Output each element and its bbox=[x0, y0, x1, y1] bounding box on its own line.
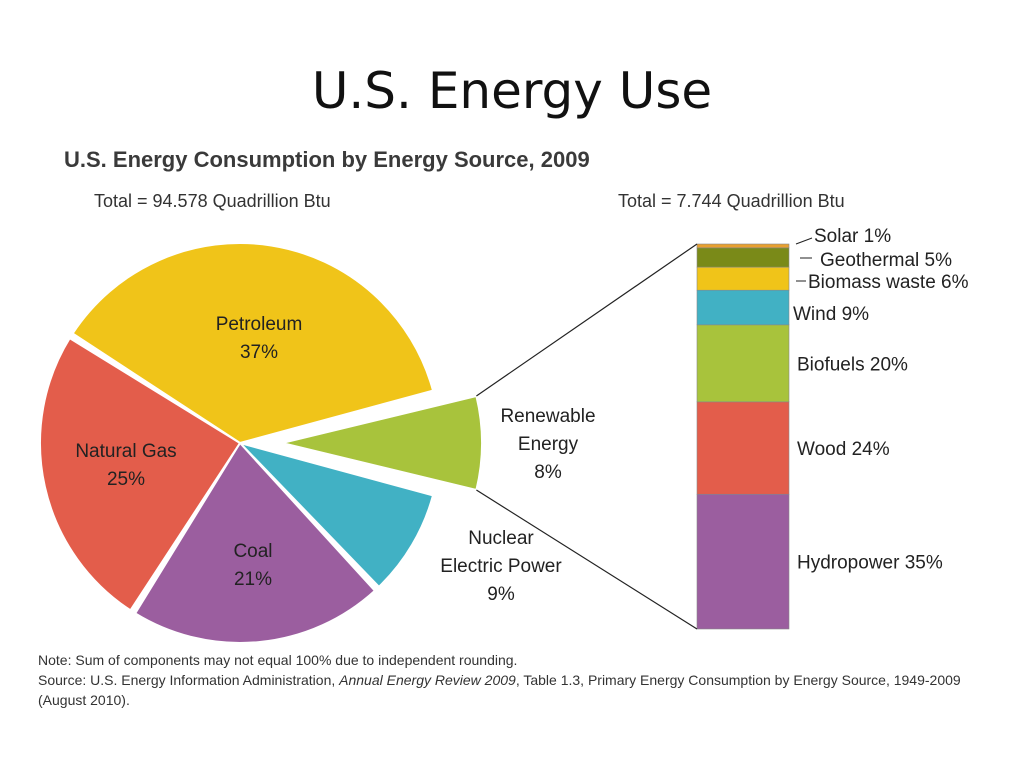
pie-label-renewable-energy: Energy bbox=[518, 434, 579, 455]
bar-label-wood: Wood 24% bbox=[797, 439, 890, 460]
pie-slice-renewable-energy bbox=[281, 394, 483, 492]
pie-label-natural-gas: Natural Gas bbox=[75, 441, 176, 462]
connector-line-bottom bbox=[476, 489, 698, 630]
pie-slice-natural-gas bbox=[39, 336, 242, 612]
chart-note: Note: Sum of components may not equal 10… bbox=[38, 650, 968, 710]
bar-label-biomass-waste: Biomass waste 6% bbox=[808, 272, 969, 293]
connector-line-top bbox=[476, 243, 698, 397]
source-publication: Annual Energy Review 2009 bbox=[339, 672, 516, 688]
pie-slice-petroleum bbox=[71, 242, 435, 445]
bar-segment-geothermal bbox=[696, 247, 790, 268]
pie-label-natural-gas: 25% bbox=[107, 469, 145, 490]
bar-label-geothermal: Geothermal 5% bbox=[820, 250, 952, 271]
bar-segment-wind bbox=[696, 289, 790, 326]
source-prefix: Source: U.S. Energy Information Administ… bbox=[38, 672, 340, 688]
bar-segment-biofuels bbox=[696, 324, 790, 403]
bar-label-solar: Solar 1% bbox=[814, 226, 891, 247]
pie-label-nuclear-electric-power: 9% bbox=[487, 584, 515, 605]
bar-label-biofuels: Biofuels 20% bbox=[797, 354, 908, 375]
chart-title: U.S. Energy Consumption by Energy Source… bbox=[64, 147, 590, 172]
slide-title: U.S. Energy Use bbox=[311, 62, 713, 120]
pie-label-renewable-energy: Renewable bbox=[500, 406, 595, 427]
source-suffix: , Table 1.3, Primary Energy Consumption … bbox=[38, 672, 961, 708]
pie-label-petroleum: Petroleum bbox=[216, 314, 303, 335]
pie-slice-coal bbox=[133, 441, 377, 644]
bar-label-wind: Wind 9% bbox=[793, 304, 869, 325]
note-rounding: Note: Sum of components may not equal 10… bbox=[38, 652, 518, 668]
note-source: Source: U.S. Energy Information Administ… bbox=[38, 670, 968, 710]
pie-label-nuclear-electric-power: Electric Power bbox=[440, 556, 562, 577]
pie-label-nuclear-electric-power: Nuclear bbox=[468, 528, 534, 549]
pie-slice-nuclear-electric-power bbox=[236, 441, 435, 589]
pie-label-coal: 21% bbox=[234, 569, 272, 590]
leader-line-solar bbox=[795, 237, 813, 245]
bar-segment-biomass-waste bbox=[696, 266, 790, 291]
renewable-total-label: Total = 7.744 Quadrillion Btu bbox=[618, 191, 845, 211]
pie-label-renewable-energy: 8% bbox=[534, 462, 562, 483]
pie-label-petroleum: 37% bbox=[240, 342, 278, 363]
bar-label-hydropower: Hydropower 35% bbox=[797, 553, 943, 574]
pie-total-label: Total = 94.578 Quadrillion Btu bbox=[94, 191, 331, 211]
bar-segment-wood bbox=[696, 401, 790, 495]
pie-label-coal: Coal bbox=[233, 541, 272, 562]
bar-segment-solar bbox=[696, 243, 790, 249]
bar-segment-hydropower bbox=[696, 493, 790, 630]
